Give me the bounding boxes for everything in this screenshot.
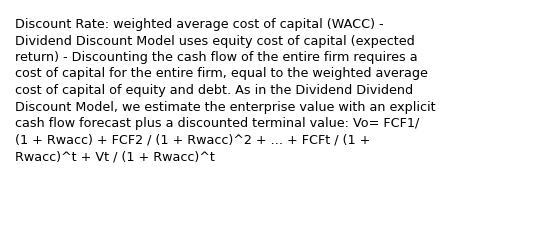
- Text: Discount Rate: weighted average cost of capital (WACC) -
Dividend Discount Model: Discount Rate: weighted average cost of …: [15, 18, 436, 162]
